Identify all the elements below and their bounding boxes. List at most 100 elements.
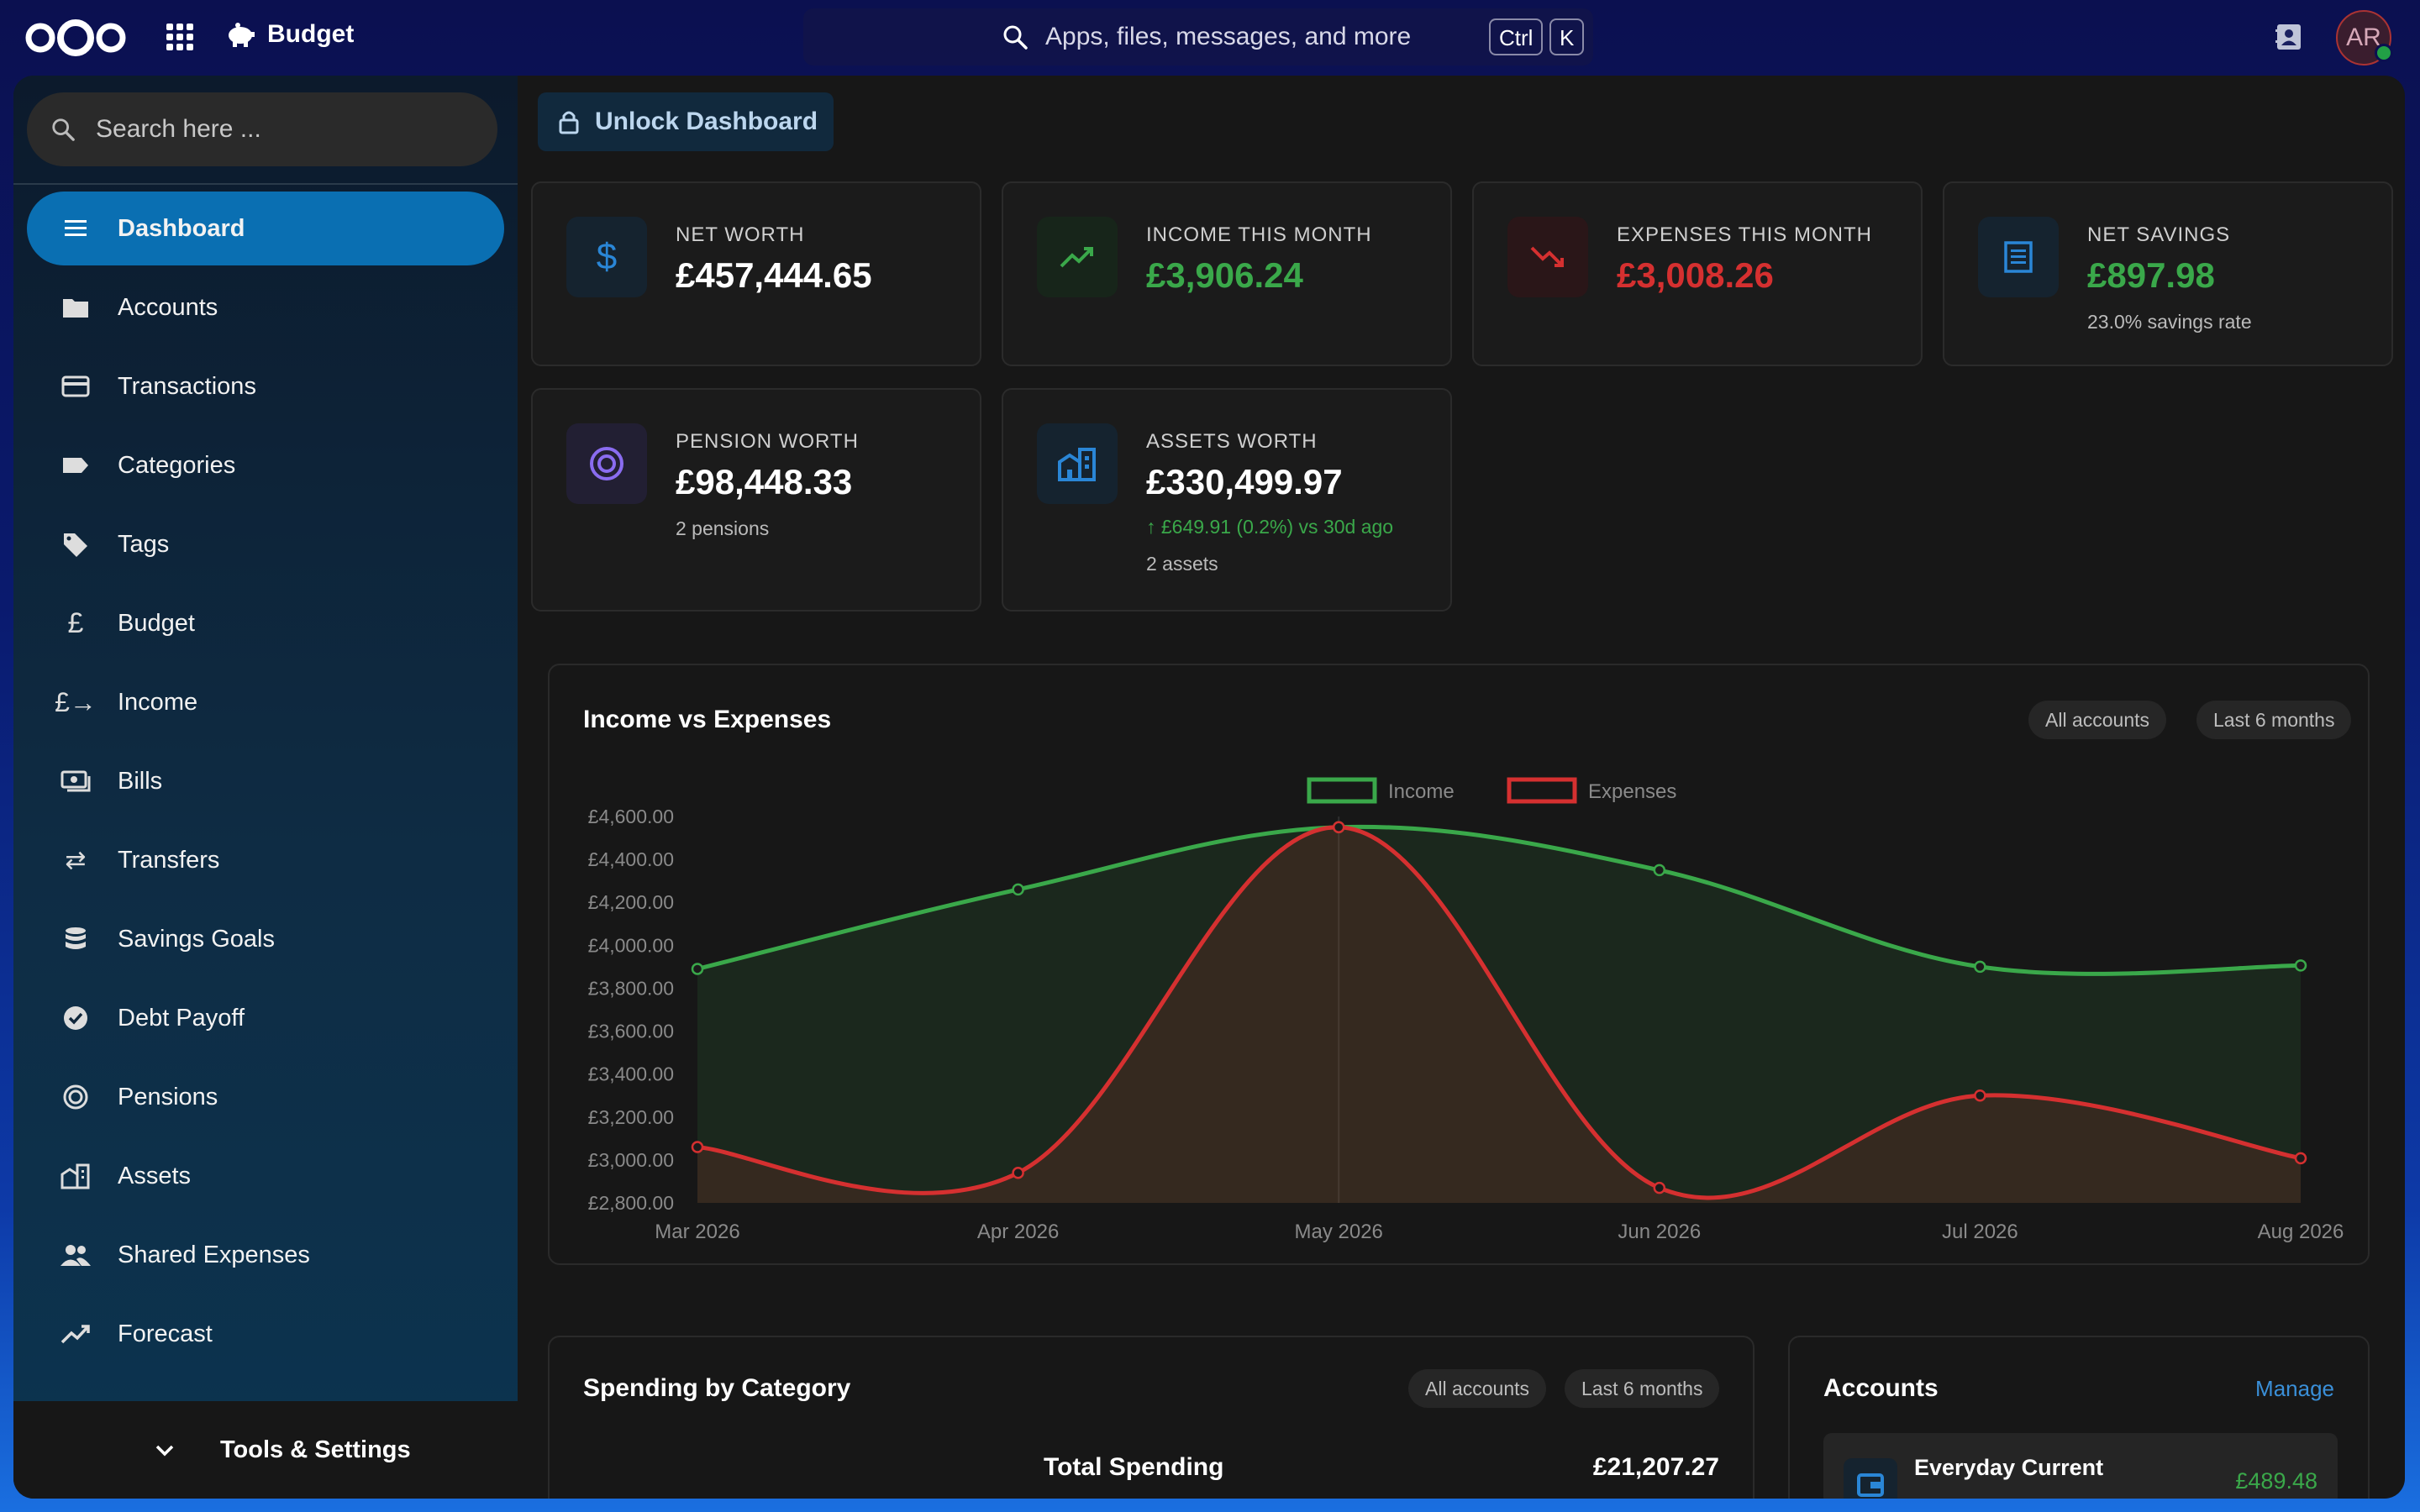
sidebar-item-label: Income	[118, 688, 198, 716]
savings-rate: 23.0% savings rate	[2087, 311, 2252, 333]
card-value: £98,448.33	[676, 462, 853, 501]
top-bar: Budget Apps, files, messages, and more C…	[0, 0, 2420, 76]
total-spending-label: Total Spending	[1044, 1453, 1224, 1481]
sidebar-item-transactions[interactable]: Transactions	[27, 349, 504, 423]
income-point	[1012, 883, 1024, 896]
shortcut-key-ctrl: Ctrl	[1489, 18, 1544, 55]
x-tick-label: May 2026	[1294, 1221, 1382, 1243]
shortcut-key-k: K	[1549, 18, 1585, 55]
sidebar-item-income[interactable]: £→ Income	[27, 665, 504, 739]
y-tick-label: £3,400.00	[588, 1063, 674, 1085]
y-tick-label: £4,200.00	[588, 891, 674, 913]
expenses-point	[691, 1141, 704, 1153]
receipt-icon	[1978, 217, 2059, 297]
expenses-point	[1653, 1181, 1666, 1194]
trend-icon	[59, 1317, 92, 1351]
income-expenses-panel: Income vs Expenses All accounts Last 6 m…	[548, 664, 2370, 1265]
sidebar-item-label: Transactions	[118, 372, 256, 400]
period-filter[interactable]: Last 6 months	[2196, 701, 2352, 739]
expenses-point	[1012, 1166, 1024, 1179]
tools-settings-toggle[interactable]: Tools & Settings	[13, 1401, 518, 1499]
manage-accounts-link[interactable]: Manage	[2255, 1376, 2334, 1401]
sidebar-item-transfers[interactable]: ⇄ Transfers	[27, 823, 504, 897]
y-tick-label: £4,400.00	[588, 848, 674, 870]
check-circle-icon	[59, 1001, 92, 1035]
contacts-icon[interactable]	[2274, 22, 2304, 52]
y-tick-label: £3,200.00	[588, 1106, 674, 1128]
sidebar-item-debt-payoff[interactable]: Debt Payoff	[27, 981, 504, 1055]
accounts-filter[interactable]: All accounts	[2028, 701, 2167, 739]
legend-swatch	[1307, 777, 1377, 804]
chevron-down-icon	[155, 1436, 175, 1464]
sidebar-item-bills[interactable]: Bills	[27, 744, 504, 818]
cash-icon	[59, 764, 92, 798]
income-point	[691, 963, 704, 975]
card-label: EXPENSES THIS MONTH	[1617, 223, 1872, 246]
assets-change: ↑ £649.91 (0.2%) vs 30d ago	[1146, 516, 1394, 538]
online-status-icon	[2375, 44, 2393, 62]
account-balance: £489.48	[2235, 1468, 2317, 1494]
trending-up-icon	[1037, 217, 1118, 297]
assets-worth-card[interactable]: ASSETS WORTH £330,499.97 ↑ £649.91 (0.2%…	[1002, 388, 1452, 612]
net-worth-card[interactable]: $ NET WORTH £457,444.65	[531, 181, 981, 366]
wallet-icon	[1844, 1458, 1897, 1499]
y-tick-label: £2,800.00	[588, 1192, 674, 1214]
sidebar-item-label: Bills	[118, 767, 163, 795]
card-label: NET SAVINGS	[2087, 223, 2231, 246]
target-icon	[566, 423, 647, 504]
y-tick-label: £3,800.00	[588, 977, 674, 999]
sidebar-item-label: Budget	[118, 609, 195, 637]
pension-worth-card[interactable]: PENSION WORTH £98,448.33 2 pensions	[531, 388, 981, 612]
income-month-card[interactable]: INCOME THIS MONTH £3,906.24	[1002, 181, 1452, 366]
sidebar-item-label: Categories	[118, 451, 236, 479]
sidebar-item-pensions[interactable]: Pensions	[27, 1060, 504, 1134]
income-line	[697, 824, 2302, 976]
sidebar-divider	[13, 183, 518, 185]
accounts-filter[interactable]: All accounts	[1408, 1369, 1547, 1408]
sidebar-item-categories[interactable]: Categories	[27, 428, 504, 502]
user-avatar[interactable]: AR	[2336, 10, 2391, 66]
expenses-point	[1974, 1089, 1986, 1102]
sidebar-nav: Dashboard Accounts Transactions Categori…	[27, 192, 504, 1376]
account-name: Everyday Current	[1914, 1455, 2104, 1480]
sidebar-item-label: Debt Payoff	[118, 1004, 245, 1032]
apps-menu-icon[interactable]	[166, 24, 193, 50]
trending-down-icon	[1507, 217, 1588, 297]
expenses-month-card[interactable]: EXPENSES THIS MONTH £3,008.26	[1472, 181, 1923, 366]
y-tick-label: £3,000.00	[588, 1149, 674, 1171]
sidebar-item-budget[interactable]: £ Budget	[27, 586, 504, 660]
sidebar-item-assets[interactable]: Assets	[27, 1139, 504, 1213]
y-tick-label: £4,000.00	[588, 934, 674, 956]
account-row[interactable]: Everyday Current £489.48	[1823, 1433, 2338, 1499]
swap-icon: ⇄	[65, 846, 87, 874]
x-tick-label: Jun 2026	[1618, 1221, 1701, 1243]
net-savings-card[interactable]: NET SAVINGS £897.98 23.0% savings rate	[1943, 181, 2393, 366]
period-filter[interactable]: Last 6 months	[1565, 1369, 1720, 1408]
unlock-dashboard-button[interactable]: Unlock Dashboard	[538, 92, 834, 151]
x-tick-label: Mar 2026	[655, 1221, 739, 1243]
pound-icon: £	[67, 606, 84, 639]
card-label: INCOME THIS MONTH	[1146, 223, 1372, 246]
legend-label: Expenses	[1588, 780, 1676, 803]
sidebar-item-label: Transfers	[118, 846, 220, 874]
y-tick-label: £3,600.00	[588, 1021, 674, 1042]
app-switcher[interactable]: Budget	[225, 20, 354, 49]
sidebar-item-savings-goals[interactable]: Savings Goals	[27, 902, 504, 976]
card-value: £330,499.97	[1146, 462, 1343, 501]
piggy-bank-icon	[229, 23, 255, 47]
tools-settings-label: Tools & Settings	[220, 1436, 411, 1463]
unified-search[interactable]: Apps, files, messages, and more	[803, 8, 1593, 66]
income-point	[2294, 959, 2307, 972]
sidebar-item-shared-expenses[interactable]: Shared Expenses	[27, 1218, 504, 1292]
search-icon	[1003, 25, 1028, 50]
sidebar-item-label: Assets	[118, 1162, 192, 1189]
sidebar-item-label: Tags	[118, 530, 170, 558]
sidebar-search-input[interactable]: Search here ...	[27, 92, 497, 166]
nextcloud-logo[interactable]	[24, 18, 128, 57]
sidebar-item-tags[interactable]: Tags	[27, 507, 504, 581]
app-frame: Search here ... Dashboard Accounts Trans…	[13, 76, 2405, 1499]
sidebar-item-forecast[interactable]: Forecast	[27, 1297, 504, 1371]
sidebar-item-accounts[interactable]: Accounts	[27, 270, 504, 344]
sidebar-item-dashboard[interactable]: Dashboard	[27, 192, 504, 265]
sidebar-item-label: Savings Goals	[118, 925, 275, 953]
